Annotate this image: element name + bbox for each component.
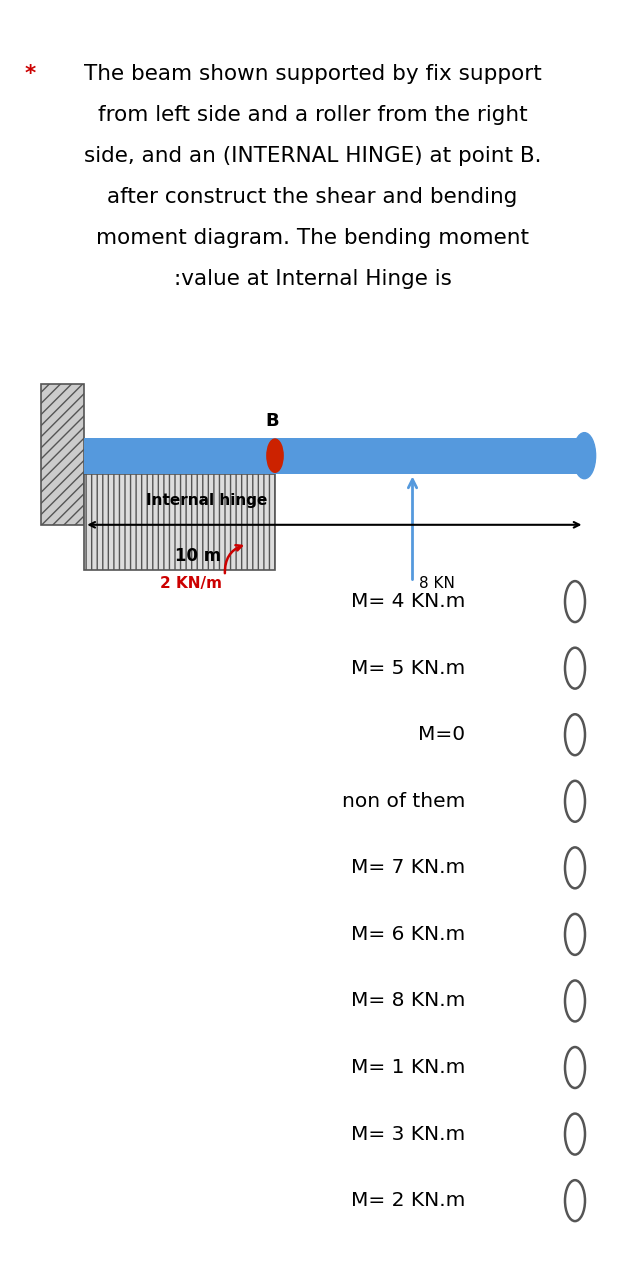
Text: M=0: M=0 <box>419 726 466 744</box>
Text: M= 4 KN.m: M= 4 KN.m <box>351 593 466 611</box>
Circle shape <box>565 1047 585 1088</box>
Text: side, and an (INTERNAL HINGE) at point B.: side, and an (INTERNAL HINGE) at point B… <box>84 146 541 166</box>
Text: 10 m: 10 m <box>175 547 221 564</box>
Text: moment diagram. The bending moment: moment diagram. The bending moment <box>96 228 529 248</box>
Circle shape <box>573 433 596 479</box>
Circle shape <box>565 648 585 689</box>
Text: M= 6 KN.m: M= 6 KN.m <box>351 925 466 943</box>
Text: after construct the shear and bending: after construct the shear and bending <box>107 187 517 207</box>
Text: M= 5 KN.m: M= 5 KN.m <box>351 659 466 677</box>
Text: *: * <box>25 64 36 84</box>
Circle shape <box>565 847 585 888</box>
Text: B: B <box>265 412 279 430</box>
Text: 8 KN: 8 KN <box>419 576 454 591</box>
Text: :value at Internal Hinge is: :value at Internal Hinge is <box>174 269 451 289</box>
Bar <box>84 438 584 474</box>
Text: M= 1 KN.m: M= 1 KN.m <box>351 1059 466 1076</box>
Text: M= 7 KN.m: M= 7 KN.m <box>351 859 466 877</box>
Text: M= 2 KN.m: M= 2 KN.m <box>351 1192 466 1210</box>
Text: 2 KN/m: 2 KN/m <box>160 576 222 591</box>
Circle shape <box>565 714 585 755</box>
Circle shape <box>565 914 585 955</box>
Circle shape <box>267 439 283 472</box>
Circle shape <box>565 781 585 822</box>
Circle shape <box>565 581 585 622</box>
Bar <box>84 474 275 570</box>
Text: M= 3 KN.m: M= 3 KN.m <box>351 1125 466 1143</box>
Text: Internal hinge: Internal hinge <box>146 493 267 508</box>
Text: The beam shown supported by fix support: The beam shown supported by fix support <box>84 64 541 84</box>
Circle shape <box>565 1180 585 1221</box>
Circle shape <box>565 980 585 1021</box>
Text: from left side and a roller from the right: from left side and a roller from the rig… <box>98 105 528 125</box>
Circle shape <box>565 1114 585 1155</box>
Bar <box>41 384 84 525</box>
Text: M= 8 KN.m: M= 8 KN.m <box>351 992 466 1010</box>
Text: non of them: non of them <box>342 792 466 810</box>
